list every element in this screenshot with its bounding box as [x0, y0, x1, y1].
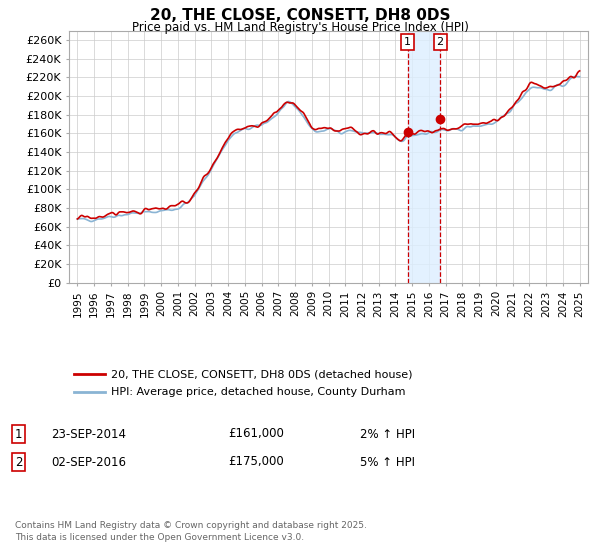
Text: 02-SEP-2016: 02-SEP-2016 — [51, 455, 126, 469]
Text: 2: 2 — [15, 455, 23, 469]
Bar — [407, 31, 440, 283]
Text: 5% ↑ HPI: 5% ↑ HPI — [360, 455, 415, 469]
Text: 1: 1 — [404, 37, 411, 47]
Text: Contains HM Land Registry data © Crown copyright and database right 2025.
This d: Contains HM Land Registry data © Crown c… — [15, 521, 367, 542]
Text: £175,000: £175,000 — [228, 455, 284, 469]
Text: 20, THE CLOSE, CONSETT, DH8 0DS: 20, THE CLOSE, CONSETT, DH8 0DS — [150, 8, 450, 24]
Text: 2% ↑ HPI: 2% ↑ HPI — [360, 427, 415, 441]
Text: Price paid vs. HM Land Registry's House Price Index (HPI): Price paid vs. HM Land Registry's House … — [131, 21, 469, 34]
Text: 20, THE CLOSE, CONSETT, DH8 0DS (detached house): 20, THE CLOSE, CONSETT, DH8 0DS (detache… — [110, 369, 412, 379]
Text: £161,000: £161,000 — [228, 427, 284, 441]
Text: HPI: Average price, detached house, County Durham: HPI: Average price, detached house, Coun… — [110, 388, 405, 398]
Text: 2: 2 — [437, 37, 444, 47]
Text: 23-SEP-2014: 23-SEP-2014 — [51, 427, 126, 441]
Text: 1: 1 — [15, 427, 23, 441]
